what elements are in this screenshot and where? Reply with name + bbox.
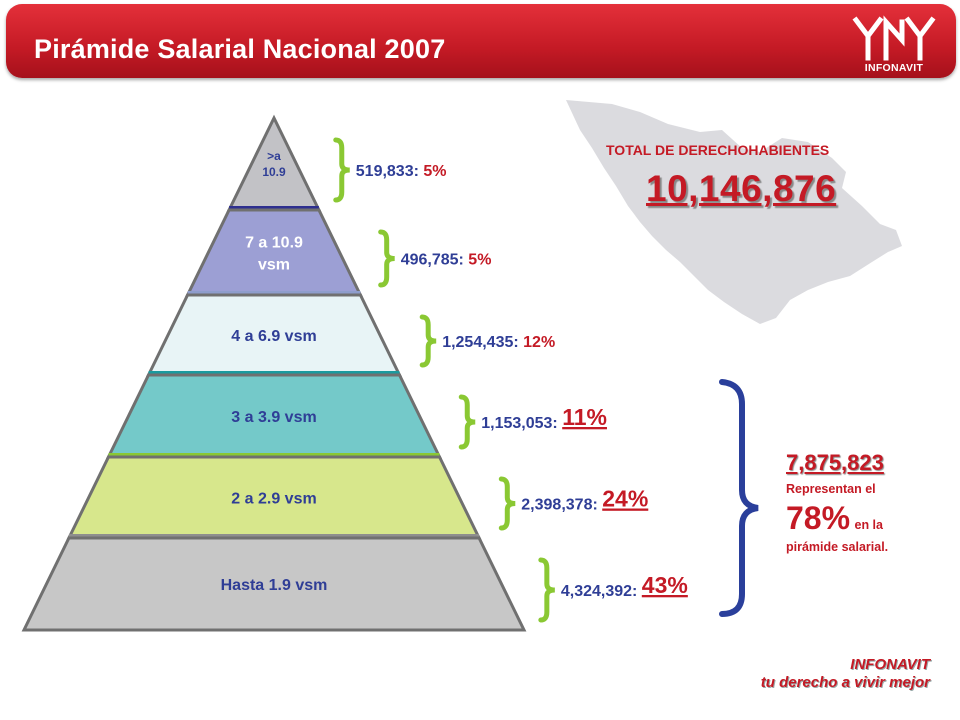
level-label: 10.9	[262, 165, 286, 179]
level-label: 4 a 6.9 vsm	[231, 328, 316, 345]
level-label: vsm	[258, 257, 290, 274]
level-label: >a	[267, 149, 281, 163]
mexico-map-icon	[566, 100, 902, 324]
summary-value: 7,875,823	[786, 450, 884, 475]
level-bracket-icon	[378, 229, 395, 288]
level-pct: 5%	[423, 163, 446, 180]
level-bracket-icon	[538, 557, 555, 623]
pyramid-level-1	[226, 114, 322, 212]
level-label: 7 a 10.9	[245, 235, 303, 252]
level-bracket-icon	[498, 476, 516, 531]
level-label: Hasta 1.9 vsm	[221, 577, 328, 594]
logo-text: INFONAVIT	[864, 62, 924, 74]
level-count: 1,254,435: 12%	[442, 334, 555, 351]
pyramid-level-6	[21, 536, 527, 632]
level-count: 519,833: 5%	[356, 163, 447, 180]
level-bracket-icon	[333, 137, 350, 203]
summary-pct: 78%	[786, 500, 851, 536]
level-count: 4,324,392: 43%	[561, 572, 688, 600]
level-bracket-icon	[419, 314, 437, 368]
footer-brand: INFONAVIT	[850, 656, 930, 673]
summary-text-2: en la	[854, 518, 884, 532]
total-value: 10,146,876	[646, 168, 837, 209]
level-count: 2,398,378: 24%	[521, 486, 648, 514]
level-count: 1,153,053: 11%	[481, 404, 607, 432]
level-pct: 43%	[642, 572, 688, 598]
level-label: 2 a 2.9 vsm	[231, 491, 316, 508]
level-count: 496,785: 5%	[401, 252, 492, 269]
summary-bracket-icon	[719, 379, 759, 617]
level-pct: 24%	[602, 486, 648, 512]
page-title: Pirámide Salarial Nacional 2007	[34, 34, 446, 64]
summary-text-3: pirámide salarial.	[786, 540, 889, 554]
summary-pct-row: 78% en la	[786, 500, 883, 537]
level-pct: 12%	[523, 334, 555, 351]
level-label: 3 a 3.9 vsm	[231, 409, 316, 426]
level-pct: 5%	[468, 252, 491, 269]
level-bracket-icon	[458, 394, 476, 450]
pyramid-level-2	[185, 208, 363, 297]
total-label: TOTAL DE DERECHOHABIENTES	[606, 142, 830, 158]
level-pct: 11%	[562, 404, 607, 430]
footer-tagline: tu derecho a vivir mejor	[760, 674, 930, 691]
summary-text-1: Representan el	[786, 482, 876, 496]
title-banner: Pirámide Salarial Nacional 2007	[6, 4, 956, 78]
infonavit-logo-icon	[852, 15, 936, 61]
